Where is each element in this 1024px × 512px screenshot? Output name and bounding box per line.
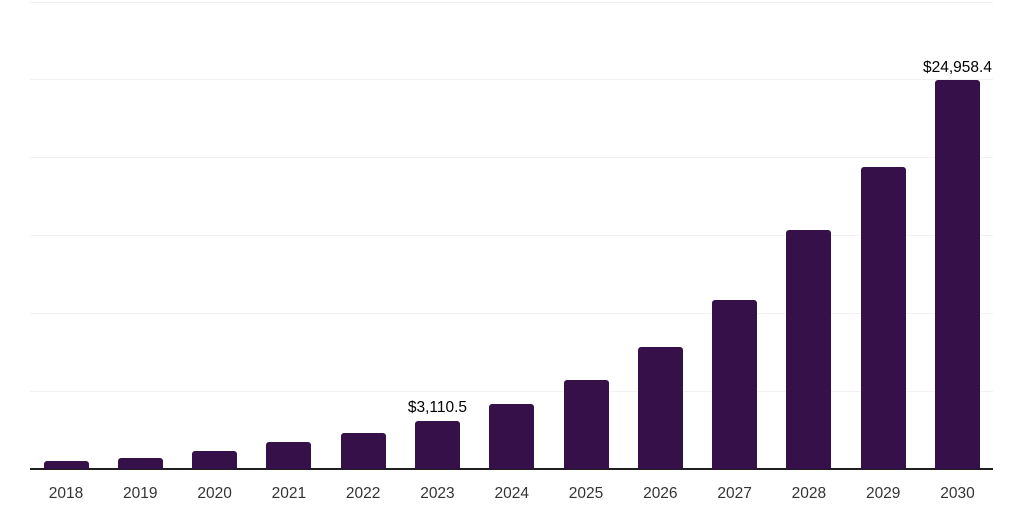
gridline: [30, 313, 993, 315]
x-tick-label-2029: 2029: [865, 485, 901, 502]
bar-2025: [563, 379, 609, 469]
gridline: [30, 79, 993, 81]
x-tick-label-2024: 2024: [494, 485, 529, 502]
gridline: [30, 235, 993, 237]
bar-2024: [489, 403, 535, 469]
bar-2022: [340, 432, 386, 469]
bar-2026: [637, 347, 683, 469]
x-tick-label-2018: 2018: [48, 485, 84, 502]
gridline: [30, 157, 993, 159]
x-axis-line: [30, 468, 993, 470]
bar-2030: [934, 80, 980, 469]
x-tick-label-2027: 2027: [717, 485, 752, 502]
x-tick-label-2020: 2020: [197, 485, 232, 502]
x-tick-label-2023: 2023: [420, 485, 455, 502]
gridline: [30, 391, 993, 393]
x-tick-label-2025: 2025: [568, 485, 604, 502]
bar-2023: [414, 420, 460, 469]
bar-2027: [712, 299, 758, 469]
bar-2029: [860, 167, 906, 469]
bar-value-label-2030: $24,958.4: [922, 58, 992, 76]
x-tick-label-2028: 2028: [791, 485, 827, 502]
x-tick-label-2022: 2022: [345, 485, 381, 502]
x-tick-label-2026: 2026: [643, 485, 678, 502]
bar-2021: [266, 442, 312, 469]
bar-2028: [786, 230, 832, 469]
bar-2018: [43, 461, 89, 469]
bar-2019: [117, 457, 163, 469]
bar-value-label-2023: $3,110.5: [407, 399, 468, 417]
bar-2020: [192, 451, 238, 469]
plot-area: $3,110.5 $24,958.4: [30, 0, 993, 470]
x-tick-label-2021: 2021: [271, 485, 307, 502]
x-tick-label-2030: 2030: [940, 485, 975, 502]
x-tick-label-2019: 2019: [123, 485, 158, 502]
gridline: [30, 1, 993, 3]
